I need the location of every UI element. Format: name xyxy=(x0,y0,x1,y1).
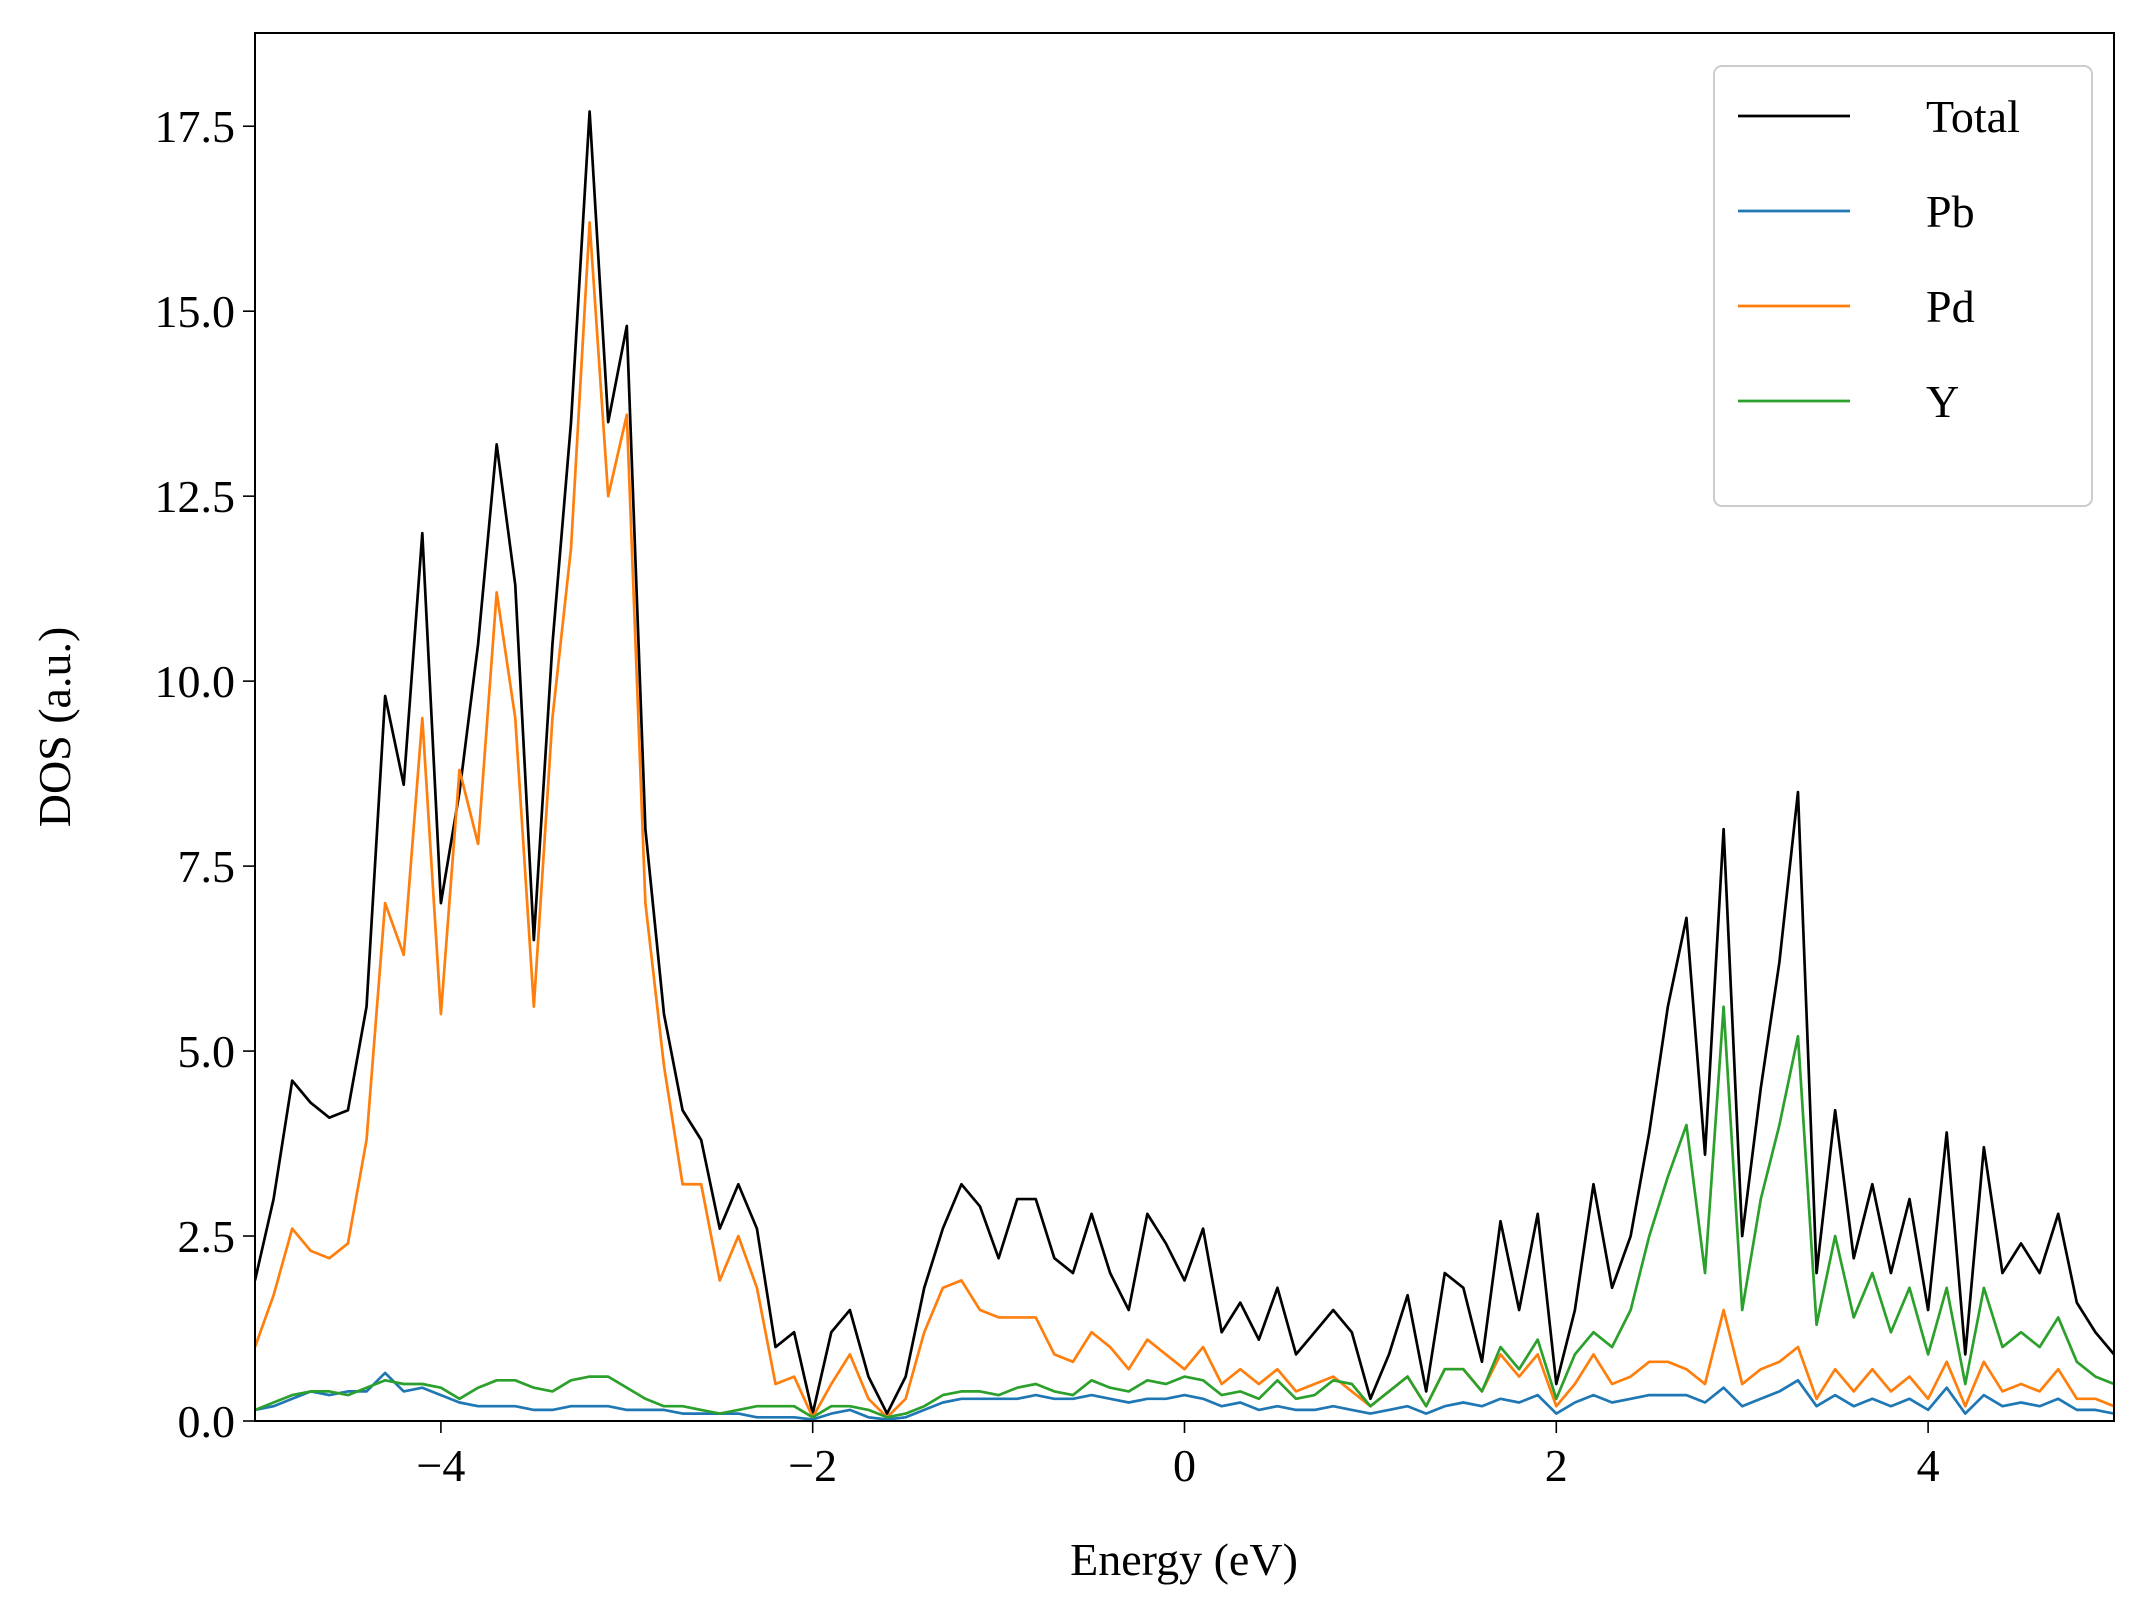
x-tick-label: 2 xyxy=(1545,1440,1568,1491)
y-axis-label: DOS (a.u.) xyxy=(29,627,80,828)
series-line xyxy=(255,221,2114,1419)
x-axis-label: Energy (eV) xyxy=(1070,1534,1298,1585)
series-line xyxy=(255,1005,2114,1419)
series-line xyxy=(255,110,2114,1415)
y-tick-label: 5.0 xyxy=(178,1026,236,1077)
y-tick-label: 17.5 xyxy=(155,101,236,152)
legend-box xyxy=(1713,65,2093,507)
x-tick-label: −4 xyxy=(416,1440,465,1491)
legend-label: Y xyxy=(1926,376,1959,427)
x-tick-label: 0 xyxy=(1173,1440,1196,1491)
y-tick-label: 10.0 xyxy=(155,656,236,707)
legend-label: Total xyxy=(1926,91,2020,142)
legend: Total Pb Pd Y xyxy=(1713,65,2093,507)
legend-label: Pb xyxy=(1926,186,1975,237)
y-tick-label: 12.5 xyxy=(155,471,236,522)
x-tick-label: −2 xyxy=(788,1440,837,1491)
y-tick-label: 0.0 xyxy=(178,1396,236,1447)
y-tick-label: 15.0 xyxy=(155,286,236,337)
legend-label: Pd xyxy=(1926,281,1975,332)
y-tick-label: 2.5 xyxy=(178,1211,236,1262)
y-tick-label: 7.5 xyxy=(178,841,236,892)
plot-frame xyxy=(254,32,2115,1422)
x-tick-label: 4 xyxy=(1917,1440,1940,1491)
series-line xyxy=(255,1371,2114,1421)
